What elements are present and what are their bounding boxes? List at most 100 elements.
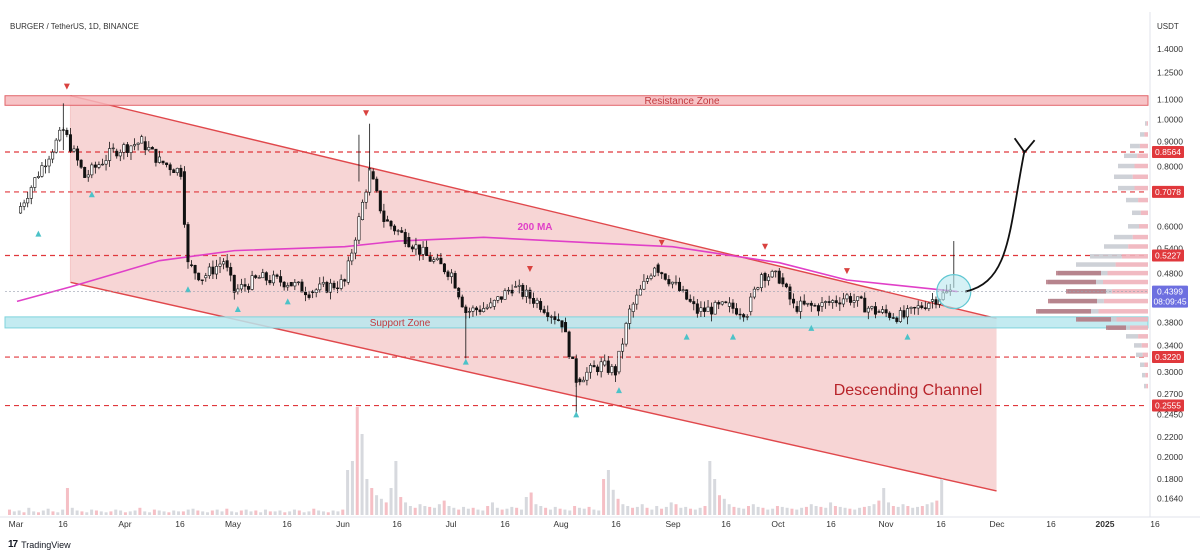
volume-bar — [90, 509, 94, 515]
volume-bar — [534, 504, 538, 515]
volume-profile-bar — [1056, 270, 1101, 276]
candle-body — [891, 317, 895, 319]
volume-bar — [341, 509, 345, 515]
volume-bar — [761, 507, 765, 515]
candle-body — [849, 296, 853, 303]
volume-bar — [558, 508, 562, 515]
candle-body — [749, 296, 753, 312]
volume-profile-bar — [1136, 352, 1143, 358]
candle-body — [418, 244, 422, 255]
ma-200-label: 200 MA — [517, 222, 552, 233]
candle-body — [667, 279, 671, 285]
candle-body — [375, 178, 379, 192]
volume-bar — [152, 509, 156, 515]
price-axis-tick: 0.1640 — [1157, 494, 1183, 504]
volume-bar — [862, 506, 866, 515]
volume-bar — [462, 506, 466, 515]
candle-body — [304, 291, 308, 296]
candle-body — [378, 190, 382, 212]
candle-body — [336, 287, 340, 290]
volume-bar — [85, 512, 89, 515]
candle-body — [767, 276, 771, 281]
candle-body — [606, 360, 610, 373]
candle-body — [692, 301, 696, 305]
volume-bar — [22, 512, 26, 515]
candle-body — [332, 282, 336, 289]
volume-profile-bar — [1104, 244, 1129, 249]
volume-bar — [346, 470, 350, 515]
volume-bar — [539, 506, 543, 515]
candle-body — [521, 284, 525, 297]
time-axis-tick: 16 — [826, 519, 836, 529]
candle-body — [841, 298, 845, 305]
price-level-badge-text: 0.2555 — [1155, 401, 1181, 411]
volume-bar — [350, 461, 354, 515]
volume-bar — [239, 510, 243, 515]
volume-bar — [278, 510, 282, 515]
volume-profile-bar — [1128, 244, 1148, 249]
candle-body — [881, 309, 885, 313]
candle-body — [859, 296, 863, 299]
volume-profile-bar — [1132, 234, 1148, 240]
candle-body — [68, 134, 72, 152]
candle-body — [685, 289, 689, 300]
volume-bar — [273, 511, 277, 515]
candle-body — [325, 282, 329, 293]
candle-body — [834, 300, 838, 304]
volume-bar — [703, 506, 707, 515]
volume-bar — [746, 506, 750, 515]
candle-body — [307, 294, 311, 298]
candle-body — [111, 147, 115, 150]
candle-body — [207, 266, 211, 276]
candle-body — [763, 273, 767, 281]
volume-bar — [56, 512, 60, 515]
volume-bar — [732, 506, 736, 515]
candle-body — [567, 331, 571, 358]
volume-profile-bar — [1145, 121, 1147, 126]
candle-body — [617, 350, 621, 373]
volume-bar — [858, 507, 862, 515]
price-axis-tick: 0.6000 — [1157, 222, 1183, 232]
volume-bar — [133, 510, 137, 515]
candle-body — [724, 301, 728, 303]
volume-bar — [766, 509, 770, 515]
price-axis-tick: 0.2700 — [1157, 389, 1183, 399]
volume-bar — [867, 506, 871, 515]
volume-bar — [471, 507, 475, 515]
candle-body — [759, 274, 763, 289]
candle-body — [190, 264, 194, 266]
volume-bar — [577, 507, 581, 515]
volume-bar — [336, 511, 340, 515]
candle-body — [603, 360, 607, 366]
volume-bar — [727, 504, 731, 515]
candle-body — [585, 371, 589, 381]
swing-low-marker — [284, 298, 291, 305]
volume-bar — [244, 509, 248, 515]
volume-profile-bar — [1132, 174, 1148, 180]
volume-bar — [220, 511, 224, 515]
candle-body — [364, 191, 368, 203]
time-axis-tick: Jun — [336, 519, 350, 529]
volume-bar — [109, 511, 113, 515]
candle-body — [79, 159, 83, 168]
volume-bar — [51, 511, 55, 515]
volume-profile-bar — [1046, 279, 1096, 285]
candle-body — [478, 309, 482, 313]
volume-bar — [355, 407, 359, 515]
volume-bar — [544, 507, 548, 515]
candle-body — [300, 281, 304, 293]
volume-bar — [490, 502, 494, 515]
volume-bar — [80, 511, 84, 515]
volume-bar — [235, 512, 239, 515]
volume-profile-bar — [1134, 343, 1142, 348]
volume-profile-bar — [1098, 309, 1148, 314]
volume-profile-bar — [1140, 210, 1148, 216]
candle-body — [442, 263, 446, 273]
candle-body — [222, 261, 226, 265]
candle-body — [528, 289, 532, 299]
volume-profile-bar — [1146, 383, 1148, 389]
volume-bar — [684, 506, 688, 515]
volume-bar — [669, 502, 673, 515]
candle-body — [172, 169, 176, 173]
